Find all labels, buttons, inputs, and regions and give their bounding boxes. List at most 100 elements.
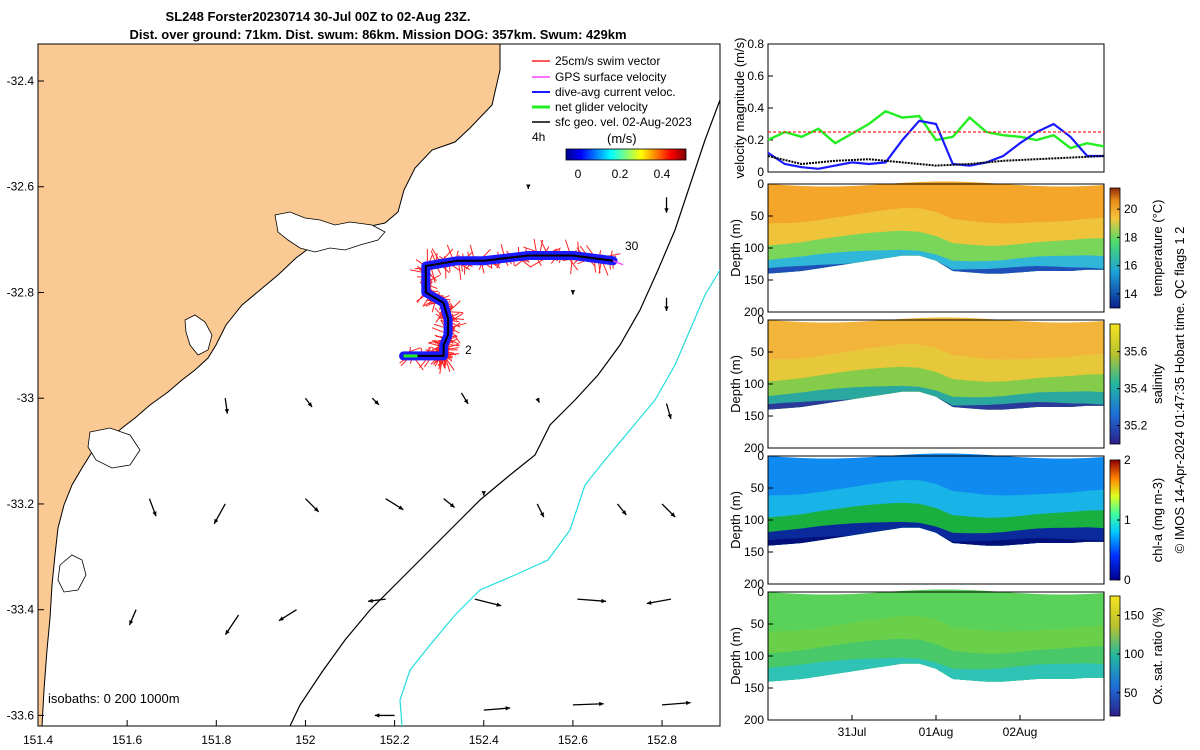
map-x-tick-label: 151.6 — [112, 733, 142, 747]
colorbar-label: salinity — [1150, 364, 1165, 404]
geo-arrow — [368, 598, 386, 603]
colorbar-tick-label: 0 — [1124, 573, 1131, 587]
colorbar-label: Ox. sat. ratio (%) — [1150, 607, 1165, 705]
map-legend: 25cm/s swim vector GPS surface velocity … — [532, 54, 692, 181]
colorbar-tick-label: 16 — [1124, 259, 1138, 273]
legend-item-swim: 25cm/s swim vector — [555, 54, 660, 68]
velocity-y-tick-label: 0.6 — [747, 69, 764, 83]
colorbar-tick-label: 20 — [1124, 202, 1138, 216]
section-chl-a: 0 50 100 150 200 Depth (m) 0 1 2 chl-a (mg m-3) — [728, 449, 1165, 591]
map-x-tick-label: 152.2 — [380, 733, 410, 747]
velocity-frame — [767, 43, 1105, 173]
side-note: © IMOS 14-Apr-2024 01:47:35 Hobart time.… — [1172, 227, 1187, 554]
colorbar-tick-label: 1 — [1124, 513, 1131, 527]
geo-arrow — [572, 701, 604, 707]
track-label-2: 2 — [465, 343, 472, 357]
map-y-tick-label: -32.8 — [7, 285, 35, 299]
velocity-colorbar — [565, 148, 687, 161]
section-salinity: 0 50 100 150 200 Depth (m) 35.2 35.4 35.6salinit… — [728, 313, 1165, 455]
glider-track — [399, 238, 624, 374]
section-y-tick-label: 0 — [757, 177, 764, 191]
estuary-shape — [274, 211, 386, 253]
section-y-tick-label: 0 — [757, 313, 764, 327]
section-y-tick-label: 0 — [757, 585, 764, 599]
section-y-tick-label: 150 — [744, 273, 764, 287]
velocity-y-tick-label: 0.2 — [747, 133, 764, 147]
section-y-tick-label: 150 — [744, 681, 764, 695]
geo-arrow — [526, 184, 531, 189]
map-y-tick-label: -33.2 — [7, 497, 35, 511]
section-oxygen: 0 50 100 150 200 Depth (m) 50 100 150 Ox. sat. ra… — [728, 585, 1165, 739]
geo-arrow — [278, 609, 297, 622]
colorbar-label: (m/s) — [607, 131, 637, 146]
section-y-tick-label: 0 — [757, 449, 764, 463]
geo-arrow — [664, 197, 669, 213]
section-x-tick-label: 02Aug — [1003, 725, 1038, 739]
geo-arrow — [664, 297, 669, 311]
section-y-tick-label: 150 — [744, 409, 764, 423]
map-title-line2: Dist. over ground: 71km. Dist. swum: 86k… — [129, 27, 626, 42]
section-y-tick-label: 100 — [744, 649, 764, 663]
map-y-tick-label: -33.4 — [7, 603, 35, 617]
velocity-y-tick-label: 0 — [757, 165, 764, 179]
velocity-axis: 0 0.2 0.4 0.6 0.8 — [747, 37, 773, 179]
legend-item-dive: dive-avg current veloc. — [555, 85, 676, 99]
section-layer — [768, 255, 1104, 274]
section-y-tick-label: 50 — [751, 481, 765, 495]
colorbar-tick-label: 18 — [1124, 230, 1138, 244]
section-ylabel: Depth (m) — [728, 491, 743, 549]
geo-arrow — [374, 713, 395, 718]
geo-arrow — [665, 403, 672, 420]
geo-arrow — [224, 614, 240, 636]
colorbar-tick-label: 14 — [1124, 287, 1138, 301]
colorbar-tick-label: 100 — [1124, 647, 1144, 661]
section-y-tick-label: 100 — [744, 377, 764, 391]
map-x-tick-label: 152.6 — [558, 733, 588, 747]
section-y-tick-label: 200 — [744, 305, 764, 319]
velocity-series — [767, 109, 1105, 170]
section-y-tick-label: 200 — [744, 577, 764, 591]
section-y-tick-label: 100 — [744, 241, 764, 255]
legend-extra: 4h — [532, 130, 545, 144]
geo-arrow — [224, 398, 229, 414]
geo-arrow — [536, 503, 545, 518]
geo-arrow — [460, 392, 469, 405]
colorbar-tick: 0.4 — [654, 167, 671, 181]
section-colorbar — [1109, 323, 1121, 445]
isobath-note: isobaths: 0 200 1000m — [48, 691, 180, 706]
map-panel: 30 2 25cm/s swim vector GPS surface velo… — [7, 43, 721, 747]
map-axes: 151.4 151.6 151.8 152 152.2 152.4 152.6 152.8 -3… — [7, 74, 678, 747]
colorbar-label: chl-a (mg m-3) — [1150, 478, 1165, 563]
colorbar-tick-label: 150 — [1124, 608, 1144, 622]
map-y-tick-label: -32.6 — [7, 180, 35, 194]
gps-velocity-arrow — [612, 260, 624, 266]
colorbar-tick-label: 35.6 — [1124, 345, 1148, 359]
velocity-ylabel: velocity magnitude (m/s) — [732, 38, 747, 179]
geo-arrow — [443, 498, 456, 508]
geo-arrow — [481, 491, 486, 496]
section-y-tick-label: 100 — [744, 513, 764, 527]
section-layer — [768, 663, 1104, 682]
section-y-tick-label: 50 — [751, 345, 765, 359]
section-colorbar — [1109, 187, 1121, 309]
track-label-30: 30 — [625, 239, 639, 253]
section-colorbar — [1109, 595, 1121, 717]
lake-shape — [184, 314, 213, 356]
section-ylabel: Depth (m) — [728, 355, 743, 413]
map-x-tick-label: 152.4 — [469, 733, 499, 747]
colorbar-tick-label: 35.2 — [1124, 419, 1148, 433]
section-y-tick-label: 200 — [744, 441, 764, 455]
velocity-series-line — [767, 119, 1104, 170]
velocity-series-line — [767, 109, 1105, 150]
velocity-series-line — [767, 155, 1105, 167]
colorbar-tick-label: 2 — [1124, 453, 1131, 467]
section-y-tick-label: 50 — [751, 617, 765, 631]
map-x-tick-label: 151.8 — [201, 733, 231, 747]
geo-arrow — [483, 706, 511, 711]
geo-arrow — [570, 290, 576, 295]
geo-velocity-arrows — [128, 184, 691, 718]
geo-arrow — [213, 503, 226, 525]
section-ylabel: Depth (m) — [728, 627, 743, 685]
